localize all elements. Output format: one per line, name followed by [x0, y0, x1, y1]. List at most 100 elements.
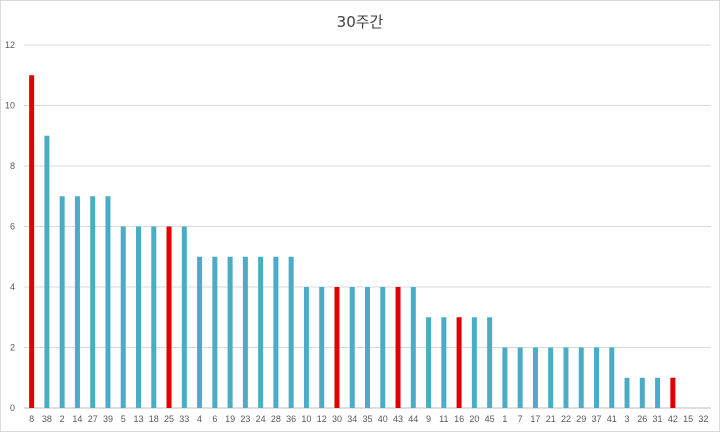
x-tick-label: 15 [683, 414, 693, 424]
bar-highlighted [334, 287, 340, 408]
x-tick-label: 26 [637, 414, 647, 424]
x-tick-label: 4 [197, 414, 202, 424]
bar [471, 317, 477, 408]
x-tick-label: 42 [668, 414, 678, 424]
bar [136, 226, 141, 408]
x-tick-label: 13 [133, 414, 143, 424]
bar [319, 287, 325, 408]
x-tick-label: 18 [149, 414, 159, 424]
chart-title: 30주간 [336, 13, 384, 31]
y-axis-ticks: 0 2 4 6 8 10 12 [5, 40, 15, 413]
x-tick-label: 37 [591, 414, 601, 424]
bar [303, 287, 309, 408]
y-tick-label: 10 [5, 101, 15, 111]
x-tick-label: 19 [225, 414, 235, 424]
bar-highlighted [670, 377, 676, 408]
x-tick-label: 33 [179, 414, 189, 424]
bar [151, 226, 157, 408]
bar-highlighted [395, 287, 401, 408]
x-tick-label: 9 [426, 414, 431, 424]
x-tick-label: 8 [29, 414, 34, 424]
x-tick-label: 45 [485, 414, 495, 424]
bar [410, 287, 416, 408]
x-tick-label: 27 [88, 414, 98, 424]
x-tick-label: 10 [301, 414, 311, 424]
bar [624, 377, 630, 408]
bar [59, 196, 65, 408]
x-tick-label: 36 [286, 414, 296, 424]
bar-highlighted [166, 226, 172, 408]
x-tick-label: 23 [240, 414, 250, 424]
x-tick-label: 28 [271, 414, 281, 424]
bar [288, 256, 294, 408]
bar [365, 287, 370, 408]
bar [502, 347, 508, 408]
x-tick-label: 22 [561, 414, 571, 424]
x-tick-label: 40 [378, 414, 388, 424]
bar [487, 317, 493, 408]
bar [441, 317, 447, 408]
bar [258, 256, 264, 408]
x-tick-label: 14 [72, 414, 82, 424]
x-tick-label: 31 [653, 414, 663, 424]
x-tick-label: 30 [332, 414, 342, 424]
x-axis-ticks: 8 38 2 14 27 39 5 13 18 25 33 4 6 19 23 24 28 36 10 12 30 34 3… [29, 414, 708, 424]
x-tick-label: 32 [698, 414, 708, 424]
x-tick-label: 39 [103, 414, 113, 424]
x-tick-label: 5 [121, 414, 126, 424]
bar-highlighted [29, 75, 35, 408]
x-tick-label: 2 [60, 414, 65, 424]
bar [639, 377, 645, 408]
x-tick-label: 35 [362, 414, 372, 424]
bar-highlighted [456, 317, 462, 408]
bar [44, 135, 50, 408]
y-tick-label: 2 [10, 343, 15, 353]
x-tick-label: 25 [164, 414, 174, 424]
x-tick-label: 6 [212, 414, 217, 424]
x-tick-label: 24 [256, 414, 266, 424]
bar [90, 196, 96, 408]
bar [578, 347, 584, 408]
x-tick-label: 38 [42, 414, 52, 424]
x-tick-label: 29 [576, 414, 586, 424]
x-tick-label: 34 [347, 414, 357, 424]
bar [197, 256, 203, 408]
y-tick-label: 6 [10, 222, 15, 232]
y-tick-label: 4 [10, 282, 15, 292]
bar [609, 347, 615, 408]
bar [105, 196, 111, 408]
x-tick-label: 43 [393, 414, 403, 424]
x-tick-label: 16 [454, 414, 464, 424]
x-tick-label: 20 [469, 414, 479, 424]
bar [74, 196, 80, 408]
bar [563, 347, 569, 408]
y-tick-label: 0 [10, 403, 15, 413]
x-tick-label: 21 [546, 414, 556, 424]
bar [242, 256, 248, 408]
bar [181, 226, 187, 408]
bar [655, 377, 661, 408]
x-tick-label: 41 [607, 414, 617, 424]
y-tick-label: 12 [5, 40, 15, 50]
bar [594, 347, 599, 408]
x-tick-label: 3 [625, 414, 630, 424]
bar [273, 256, 279, 408]
bar [212, 256, 218, 408]
bar [548, 347, 554, 408]
x-tick-label: 1 [502, 414, 507, 424]
bars [29, 75, 676, 408]
bar [227, 256, 233, 408]
x-tick-label: 44 [408, 414, 418, 424]
x-tick-label: 11 [439, 414, 448, 424]
bar [349, 287, 355, 408]
bar [426, 317, 432, 408]
x-tick-label: 17 [530, 414, 540, 424]
y-tick-label: 8 [10, 161, 15, 171]
bar [120, 226, 126, 408]
bar [517, 347, 523, 408]
bar [532, 347, 538, 408]
x-tick-label: 7 [518, 414, 523, 424]
bar [380, 287, 386, 408]
